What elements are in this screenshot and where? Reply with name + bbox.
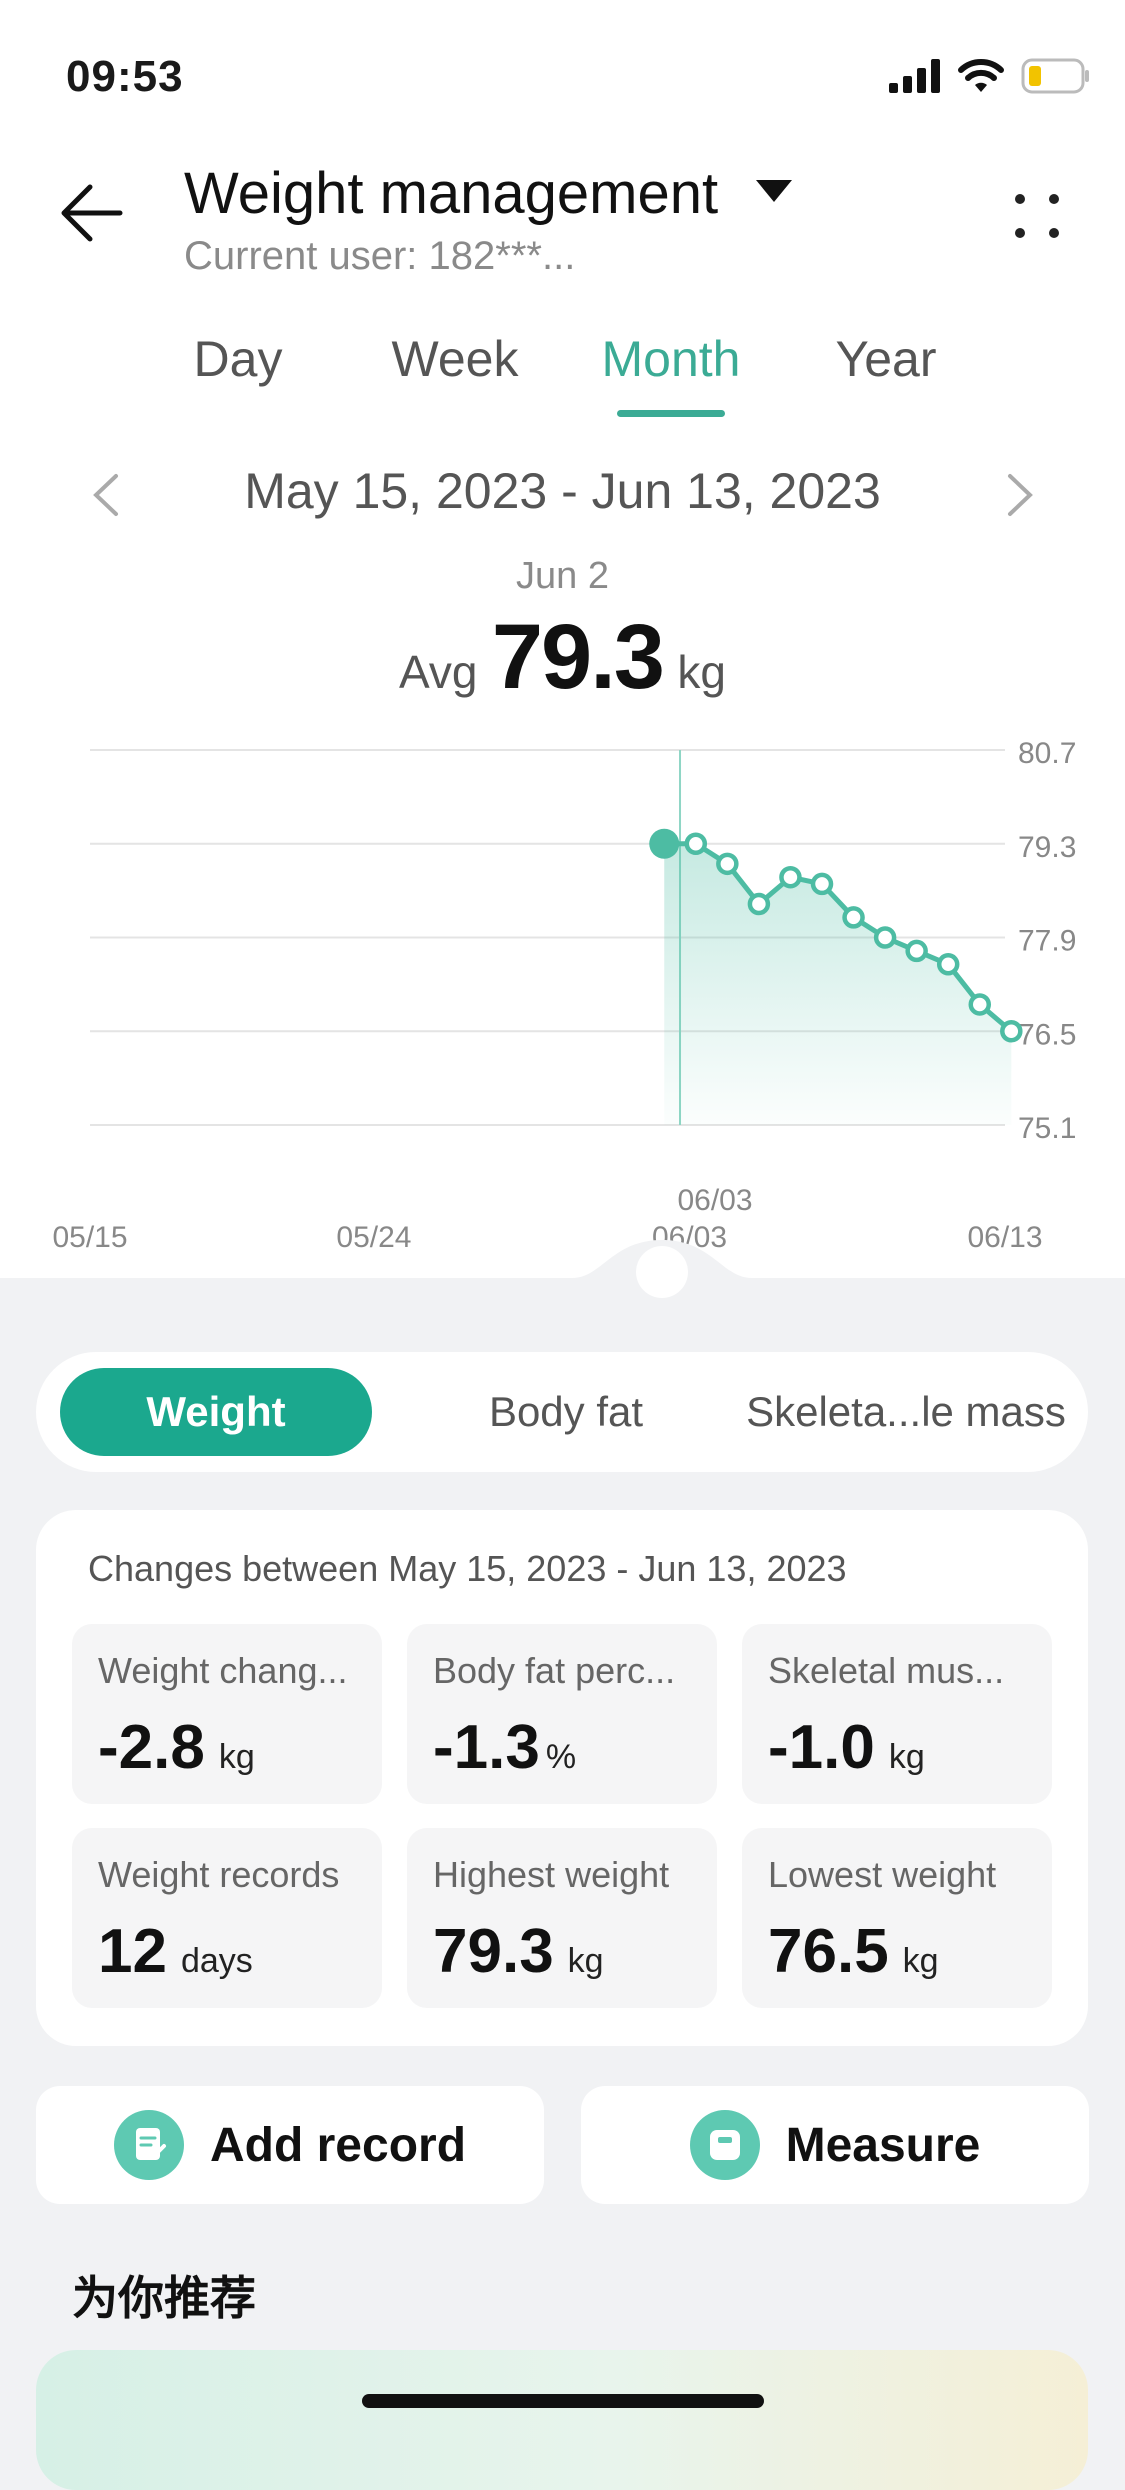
selected-date: Jun 2 <box>516 555 609 597</box>
series-area <box>664 843 1012 1125</box>
stat-value: 12 days <box>98 1916 253 1987</box>
tab-year[interactable]: Year <box>835 331 937 387</box>
stat-weight-change: Weight chang... -2.8 kg <box>72 1624 382 1804</box>
tab-skeletal-muscle[interactable]: Skeleta...le mass <box>746 1388 1066 1435</box>
y-tick-label: 79.3 <box>1018 831 1076 864</box>
status-time: 09:53 <box>66 52 184 101</box>
recommend-title: 为你推荐 <box>72 2272 256 2324</box>
date-range: May 15, 2023 - Jun 13, 2023 <box>244 463 881 519</box>
measure-label: Measure <box>785 2118 981 2172</box>
weight-chart[interactable]: 80.7 79.3 77.9 76.5 75.1 05/15 05/24 06/03 06/1… <box>0 720 1125 1260</box>
avg-label: Avg <box>399 646 478 698</box>
selected-x-label: 06/03 <box>677 1184 752 1217</box>
page-title[interactable]: Weight management <box>184 161 719 226</box>
note-edit-icon <box>113 2110 184 2180</box>
add-record-label: Add record <box>209 2118 467 2172</box>
y-tick-label: 75.1 <box>1018 1112 1076 1145</box>
changes-card: Changes between May 15, 2023 - Jun 13, 2… <box>36 1510 1088 2046</box>
stat-unit: kg <box>567 1942 604 1980</box>
avg-unit: kg <box>677 646 726 698</box>
stat-number: 76.5 <box>768 1917 889 1986</box>
data-point[interactable] <box>716 852 739 876</box>
stat-label: Body fat perc... <box>433 1650 676 1691</box>
x-tick-label: 05/15 <box>52 1221 127 1254</box>
data-point[interactable] <box>810 872 834 896</box>
stat-unit: kg <box>902 1942 939 1980</box>
stat-value: -2.8 kg <box>98 1712 255 1783</box>
avg-value: 79.3 <box>491 606 665 708</box>
chart-handle[interactable] <box>572 1238 752 1298</box>
tab-week[interactable]: Week <box>391 331 519 387</box>
data-point[interactable] <box>936 953 960 976</box>
data-point[interactable] <box>968 993 992 1016</box>
stat-unit: days <box>180 1942 253 1980</box>
stat-number: -1.0 <box>768 1713 875 1782</box>
stat-body-fat-change: Body fat perc... -1.3% <box>407 1624 717 1804</box>
changes-title: Changes between May 15, 2023 - Jun 13, 2… <box>88 1548 847 1589</box>
x-tick-label: 06/13 <box>967 1221 1042 1254</box>
stat-weight-records: Weight records 12 days <box>72 1828 382 2008</box>
more-icon[interactable] <box>1009 188 1065 244</box>
selected-point[interactable] <box>649 828 680 859</box>
stat-value: -1.3% <box>433 1712 576 1783</box>
data-point[interactable] <box>779 865 802 889</box>
stat-skeletal-muscle-change: Skeletal mus... -1.0 kg <box>742 1624 1052 1804</box>
back-arrow-icon[interactable] <box>56 178 126 248</box>
period-tabs: Day Week Month Year <box>0 330 1125 420</box>
tab-body-fat[interactable]: Body fat <box>488 1388 644 1435</box>
average-readout: Avg 79.3 kg <box>0 605 1125 710</box>
signal-icon <box>889 59 940 93</box>
stat-label: Weight chang... <box>98 1650 348 1691</box>
data-point[interactable] <box>873 926 897 949</box>
stat-label: Skeletal mus... <box>768 1650 1005 1691</box>
tab-weight[interactable]: Weight <box>60 1368 372 1456</box>
add-record-button[interactable]: Add record <box>36 2086 544 2204</box>
chevron-right-icon[interactable] <box>1000 470 1040 520</box>
stat-value: 79.3 kg <box>433 1916 604 1987</box>
stat-number: 12 <box>98 1917 167 1986</box>
data-point[interactable] <box>905 939 928 963</box>
wifi-icon <box>958 59 1004 92</box>
data-point[interactable] <box>747 892 771 916</box>
y-tick-label: 77.9 <box>1018 925 1076 958</box>
stat-number: 79.3 <box>433 1917 554 1986</box>
y-tick-label: 80.7 <box>1018 737 1076 770</box>
y-tick-label: 76.5 <box>1018 1018 1076 1051</box>
status-icons <box>889 58 1091 94</box>
stat-label: Lowest weight <box>768 1854 997 1895</box>
stat-number: -2.8 <box>98 1713 205 1782</box>
stat-highest-weight: Highest weight 79.3 kg <box>407 1828 717 2008</box>
battery-icon <box>1021 58 1089 94</box>
stat-label: Highest weight <box>433 1854 670 1895</box>
tab-day[interactable]: Day <box>193 331 283 387</box>
x-tick-label: 05/24 <box>336 1221 411 1254</box>
data-point[interactable] <box>684 832 708 855</box>
stat-value: -1.0 kg <box>768 1712 925 1783</box>
data-point[interactable] <box>842 906 865 929</box>
stat-number: -1.3 <box>433 1713 540 1782</box>
home-indicator[interactable] <box>362 2394 764 2408</box>
metric-switcher: Weight Body fat Skeleta...le mass <box>36 1352 1088 1472</box>
app-header: Weight management Current user: 182***..… <box>0 150 1125 290</box>
current-user: Current user: 182***... <box>184 234 576 278</box>
chevron-down-icon[interactable] <box>756 180 792 202</box>
measure-button[interactable]: Measure <box>581 2086 1089 2204</box>
data-point[interactable] <box>1000 1020 1023 1043</box>
scale-icon <box>689 2110 760 2180</box>
tab-active-indicator <box>617 410 725 417</box>
tab-month[interactable]: Month <box>601 331 741 387</box>
stat-unit: kg <box>218 1738 255 1776</box>
stat-unit: % <box>545 1738 577 1776</box>
stat-unit: kg <box>888 1738 925 1776</box>
chevron-left-icon[interactable] <box>86 470 126 520</box>
stat-value: 76.5 kg <box>768 1916 939 1987</box>
recommend-banner[interactable] <box>36 2350 1088 2490</box>
stat-label: Weight records <box>98 1854 340 1895</box>
stat-lowest-weight: Lowest weight 76.5 kg <box>742 1828 1052 2008</box>
